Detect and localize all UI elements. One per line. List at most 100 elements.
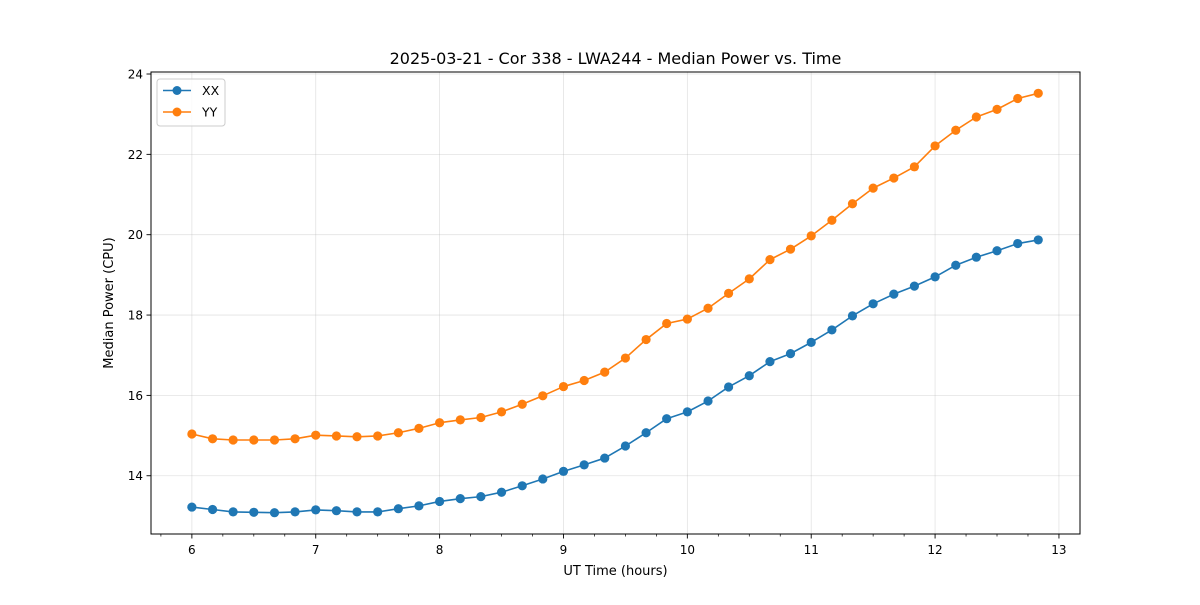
x-tick-label: 8 <box>436 543 444 557</box>
data-point-xx <box>971 252 981 262</box>
data-point-yy <box>703 303 713 313</box>
data-point-yy <box>641 334 651 345</box>
data-point-xx <box>868 299 878 309</box>
data-point-yy <box>620 353 631 363</box>
y-tick-label: 16 <box>128 389 143 403</box>
grid-layer <box>151 72 1080 534</box>
data-point-yy <box>269 435 280 445</box>
data-point-yy <box>951 125 961 135</box>
x-tick-label: 6 <box>188 543 196 557</box>
x-tick-label: 13 <box>1051 543 1066 557</box>
data-point-yy <box>723 288 734 298</box>
data-point-xx <box>538 474 548 484</box>
data-point-yy <box>455 415 465 425</box>
legend: XX YY <box>156 78 226 127</box>
data-point-yy <box>207 434 218 444</box>
data-point-yy <box>662 318 672 329</box>
data-point-yy <box>496 407 507 417</box>
data-point-xx <box>951 260 961 270</box>
data-point-xx <box>414 501 424 511</box>
data-point-xx <box>930 272 940 282</box>
chart-title: 2025-03-21 - Cor 338 - LWA244 - Median P… <box>390 49 842 68</box>
data-point-xx <box>600 453 610 463</box>
data-point-xx <box>352 507 362 517</box>
y-tick-label: 18 <box>128 309 143 323</box>
plot-frame <box>150 71 1081 535</box>
data-point-yy <box>331 431 342 441</box>
data-point-yy <box>909 162 919 172</box>
data-point-xx <box>682 407 692 417</box>
data-point-xx <box>476 492 486 502</box>
data-point-xx <box>847 311 858 321</box>
x-tick-label: 10 <box>680 543 695 557</box>
data-point-xx <box>662 414 672 424</box>
data-point-xx <box>703 396 713 406</box>
data-point-yy <box>187 429 197 439</box>
data-point-xx <box>455 494 465 504</box>
data-point-xx <box>827 325 837 335</box>
data-point-yy <box>806 231 816 241</box>
data-point-yy <box>414 423 424 433</box>
data-point-yy <box>290 434 300 444</box>
data-point-xx <box>393 504 403 514</box>
data-point-xx <box>785 349 796 359</box>
tick-layer: 6 7 8 9 10 11 12 13 14 16 18 20 22 24 <box>128 68 1067 557</box>
x-tick-label: 9 <box>560 543 568 557</box>
data-point-xx <box>579 460 589 470</box>
data-point-xx <box>435 496 445 507</box>
data-point-xx <box>207 504 218 515</box>
data-point-yy <box>558 381 569 392</box>
data-point-xx <box>290 507 300 517</box>
legend-label-xx: XX <box>202 83 220 98</box>
data-point-xx <box>992 246 1002 256</box>
legend-label-yy: YY <box>201 105 218 120</box>
data-point-yy <box>352 432 362 442</box>
data-point-yy <box>1033 88 1043 98</box>
data-point-xx <box>331 506 342 516</box>
data-point-xx <box>806 337 816 347</box>
data-point-xx <box>909 281 919 291</box>
data-point-yy <box>930 141 940 151</box>
data-point-xx <box>228 507 238 517</box>
data-point-xx <box>558 466 569 476</box>
data-point-yy <box>847 199 858 209</box>
data-point-xx <box>373 507 383 517</box>
data-point-xx <box>744 371 754 381</box>
data-point-xx <box>517 481 527 491</box>
x-axis-label: UT Time (hours) <box>563 564 667 579</box>
data-point-yy <box>393 428 403 438</box>
data-point-yy <box>785 244 796 254</box>
y-tick-label: 14 <box>128 469 143 483</box>
data-point-xx <box>723 382 734 392</box>
data-point-yy <box>600 367 610 377</box>
data-point-yy <box>373 431 383 441</box>
legend-marker-xx <box>172 86 182 95</box>
data-point-yy <box>827 215 837 225</box>
data-point-yy <box>476 412 486 423</box>
series-layer <box>187 88 1043 518</box>
y-tick-label: 20 <box>128 228 143 242</box>
x-tick-label: 12 <box>927 543 942 557</box>
data-point-yy <box>517 399 527 409</box>
data-point-yy <box>579 375 589 386</box>
data-point-xx <box>187 502 197 512</box>
data-point-yy <box>765 255 775 265</box>
y-axis-label: Median Power (CPU) <box>102 237 117 368</box>
y-tick-label: 22 <box>128 148 143 162</box>
data-point-xx <box>496 487 507 497</box>
data-point-yy <box>744 274 754 284</box>
legend-marker-yy <box>172 107 182 117</box>
data-point-xx <box>1033 235 1043 245</box>
data-point-yy <box>538 391 548 401</box>
data-point-xx <box>889 289 899 299</box>
data-point-xx <box>311 505 321 515</box>
data-point-yy <box>868 183 878 193</box>
data-point-xx <box>620 441 631 451</box>
data-point-xx <box>249 507 259 517</box>
data-point-yy <box>992 104 1002 114</box>
data-point-yy <box>311 430 321 440</box>
data-point-yy <box>249 435 259 445</box>
data-point-xx <box>765 357 775 367</box>
data-point-yy <box>435 418 445 428</box>
